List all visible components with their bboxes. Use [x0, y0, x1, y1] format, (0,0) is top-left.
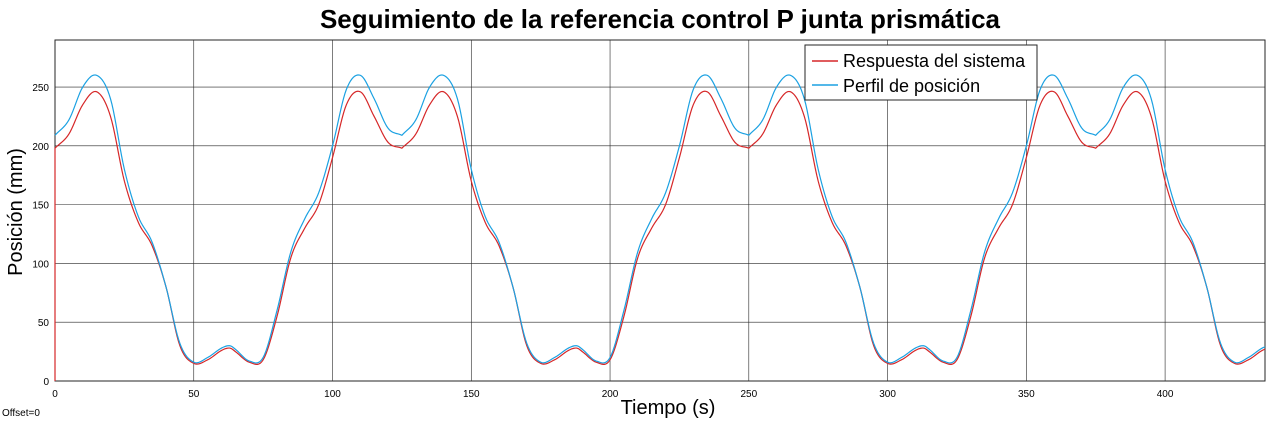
- y-tick-label: 100: [32, 259, 49, 270]
- legend-label-respuesta: Respuesta del sistema: [843, 51, 1026, 71]
- x-tick-label: 350: [1018, 389, 1035, 400]
- plot-area: [54, 39, 1266, 382]
- series-line-1: [54, 74, 1266, 364]
- x-tick-label: 100: [324, 389, 341, 400]
- x-tick-label: 50: [188, 389, 200, 400]
- x-tick-label: 150: [463, 389, 480, 400]
- x-tick-label: 300: [879, 389, 896, 400]
- legend-label-perfil: Perfil de posición: [843, 76, 980, 96]
- y-tick-label: 250: [32, 83, 49, 94]
- x-tick-label: 400: [1157, 389, 1174, 400]
- x-axis-label: Tiempo (s): [621, 397, 716, 419]
- x-tick-label: 200: [602, 389, 619, 400]
- chart-title: Seguimiento de la referencia control P j…: [320, 4, 1001, 34]
- x-tick-label: 0: [52, 389, 58, 400]
- y-tick-label: 150: [32, 201, 49, 212]
- legend-box: [804, 44, 1038, 101]
- y-tick-label: 200: [32, 142, 49, 153]
- tick-labels: 0 50 100 150 200 250 300 350 400 0 50 100 150 200 250: [32, 83, 1174, 400]
- y-tick-label: 50: [38, 318, 50, 329]
- offset-label: Offset=0: [2, 408, 40, 419]
- series-lines: [54, 74, 1266, 381]
- series-line-0: [54, 90, 1266, 381]
- y-axis-label: Posición (mm): [5, 148, 27, 276]
- x-tick-label: 250: [740, 389, 757, 400]
- y-tick-label: 0: [43, 377, 49, 388]
- legend: Respuesta del sistema Perfil de posición: [804, 44, 1038, 101]
